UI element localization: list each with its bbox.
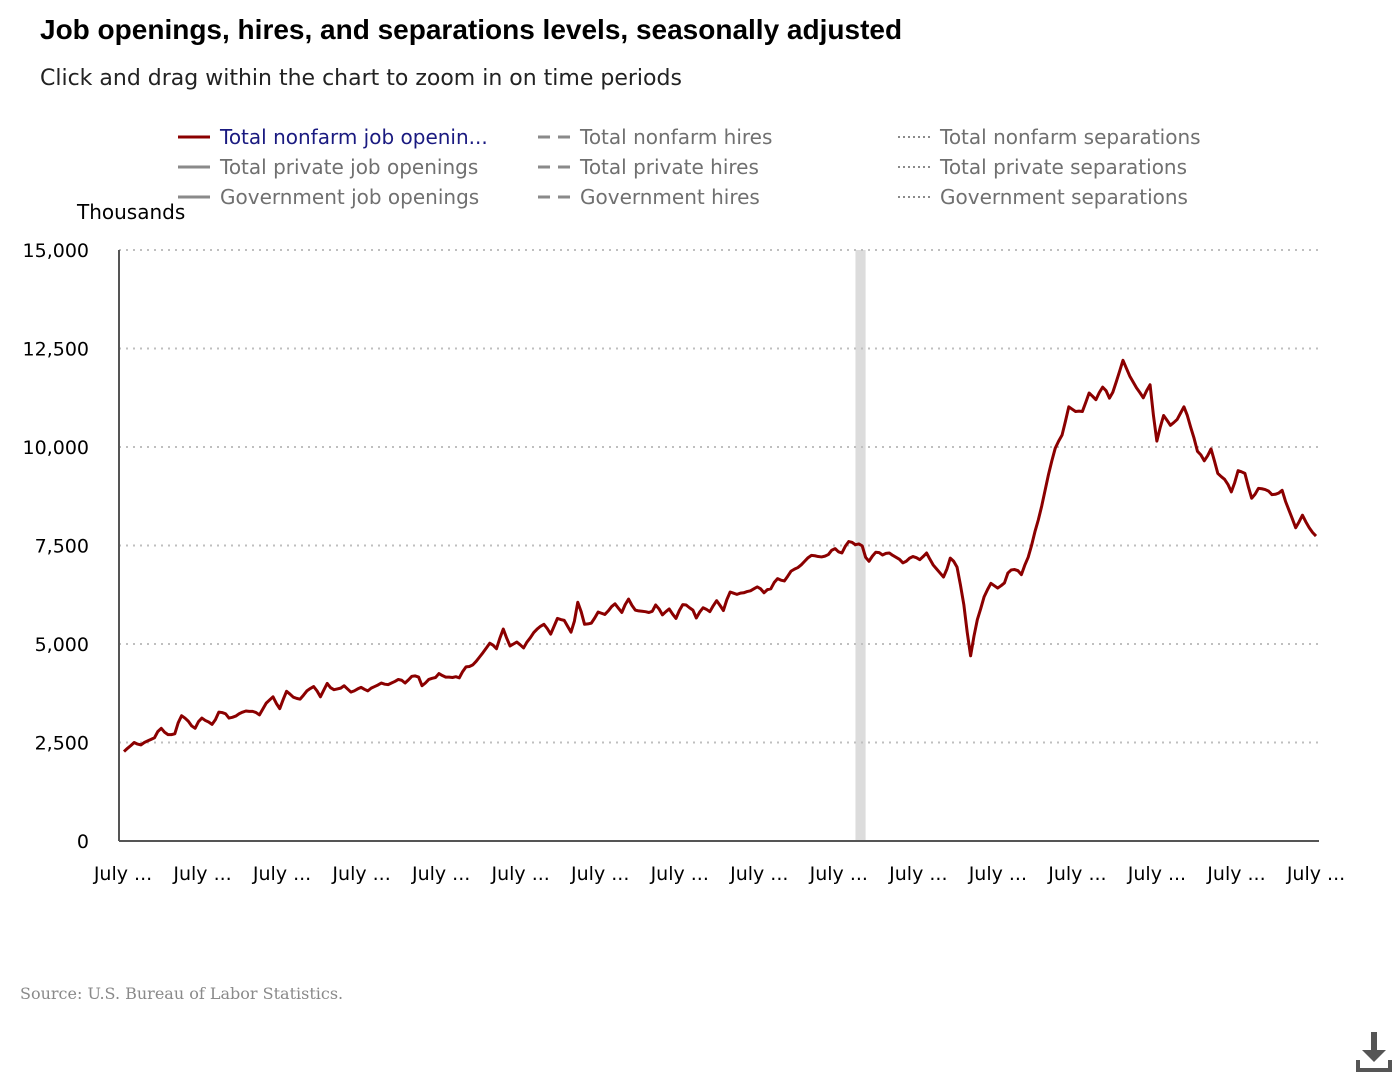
legend-item[interactable]: Government job openings bbox=[178, 185, 479, 209]
x-tick-label: July ... bbox=[729, 863, 788, 885]
y-axis-unit-label: Thousands bbox=[76, 200, 185, 224]
x-tick-label: July ... bbox=[968, 863, 1027, 885]
y-axis-ticks: 0 2,500 5,000 7,500 10,000 12,500 15,000 bbox=[23, 240, 89, 853]
y-tick-label: 10,000 bbox=[23, 437, 89, 459]
legend-label: Total private separations bbox=[939, 155, 1187, 179]
chart-title: Job openings, hires, and separations lev… bbox=[40, 14, 903, 45]
legend-item[interactable]: Total private separations bbox=[898, 155, 1187, 179]
y-tick-label: 0 bbox=[77, 831, 89, 853]
legend-label: Total nonfarm separations bbox=[939, 125, 1201, 149]
legend-label: Total private job openings bbox=[219, 155, 478, 179]
x-tick-label: July ... bbox=[491, 863, 550, 885]
x-tick-label: July ... bbox=[888, 863, 947, 885]
y-tick-label: 7,500 bbox=[35, 536, 89, 558]
legend-item[interactable]: Government separations bbox=[898, 185, 1188, 209]
legend-item[interactable]: Government hires bbox=[538, 185, 760, 209]
x-tick-label: July ... bbox=[331, 863, 390, 885]
x-tick-label: July ... bbox=[411, 863, 470, 885]
legend-label: Total nonfarm hires bbox=[579, 125, 772, 149]
chart-subtitle: Click and drag within the chart to zoom … bbox=[40, 66, 682, 91]
download-icon[interactable] bbox=[1354, 1030, 1394, 1074]
x-tick-label: July ... bbox=[1047, 863, 1106, 885]
gridlines bbox=[119, 249, 1319, 744]
x-tick-label: July ... bbox=[93, 863, 152, 885]
legend: Total nonfarm job openin... Total nonfarm… bbox=[178, 125, 1201, 209]
x-tick-label: July ... bbox=[1206, 863, 1265, 885]
chart[interactable]: Total nonfarm job openin... Total nonfarm… bbox=[0, 0, 1400, 970]
y-tick-label: 15,000 bbox=[23, 240, 89, 262]
legend-label: Government separations bbox=[940, 185, 1188, 209]
series-line-total-nonfarm-job-openings[interactable] bbox=[122, 358, 1318, 753]
x-tick-label: July ... bbox=[809, 863, 868, 885]
legend-item[interactable]: Total nonfarm job openin... bbox=[178, 125, 488, 149]
axes bbox=[118, 250, 1319, 842]
x-axis-ticks: July ... July ... July ... July ... July ...… bbox=[93, 863, 1345, 885]
legend-label: Government hires bbox=[580, 185, 760, 209]
y-tick-label: 5,000 bbox=[35, 634, 89, 656]
x-tick-label: July ... bbox=[570, 863, 629, 885]
legend-item[interactable]: Total nonfarm hires bbox=[538, 125, 772, 149]
source-note: Source: U.S. Bureau of Labor Statistics. bbox=[20, 984, 344, 1003]
x-tick-label: July ... bbox=[1286, 863, 1345, 885]
x-tick-label: July ... bbox=[650, 863, 709, 885]
y-tick-label: 12,500 bbox=[23, 339, 89, 361]
series-layer[interactable] bbox=[122, 358, 1318, 753]
x-tick-label: July ... bbox=[252, 863, 311, 885]
legend-label: Total nonfarm job openin... bbox=[219, 125, 488, 149]
x-tick-label: July ... bbox=[172, 863, 231, 885]
legend-label: Government job openings bbox=[220, 185, 479, 209]
x-tick-label: July ... bbox=[1127, 863, 1186, 885]
legend-item[interactable]: Total nonfarm separations bbox=[898, 125, 1201, 149]
legend-item[interactable]: Total private hires bbox=[538, 155, 759, 179]
y-tick-label: 2,500 bbox=[35, 733, 89, 755]
legend-item[interactable]: Total private job openings bbox=[178, 155, 478, 179]
legend-label: Total private hires bbox=[579, 155, 759, 179]
